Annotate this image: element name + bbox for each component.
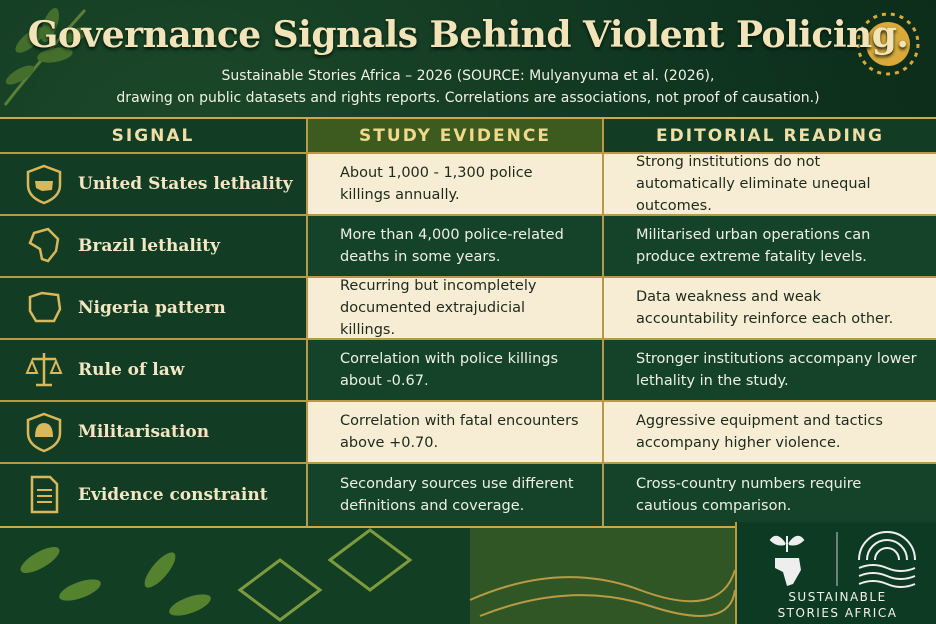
logo-text: SUSTAINABLE bbox=[788, 590, 887, 604]
column-header: STUDY EVIDENCE bbox=[308, 119, 604, 152]
table-cell: Stronger institutions accompany lower le… bbox=[604, 340, 936, 400]
table-cell: Militarisation bbox=[0, 402, 308, 462]
row-icon bbox=[28, 291, 62, 323]
table-cell: Evidence constraint bbox=[0, 464, 308, 526]
table-cell: Data weakness and weak accountability re… bbox=[604, 278, 936, 338]
column-header: SIGNAL bbox=[0, 119, 308, 152]
cell-text: Secondary sources use different definiti… bbox=[340, 476, 574, 514]
table-cell: Nigeria pattern bbox=[0, 278, 308, 338]
title: Governance Signals Behind Violent Polici… bbox=[27, 14, 909, 56]
table-cell: Brazil lethality bbox=[0, 216, 308, 276]
table-cell: Aggressive equipment and tactics accompa… bbox=[604, 402, 936, 462]
table-cell: Rule of law bbox=[0, 340, 308, 400]
logo-icons bbox=[769, 531, 916, 588]
leaves-top-left bbox=[3, 7, 91, 106]
logo: SUSTAINABLE STORIES AFRICA bbox=[735, 522, 936, 624]
column-header: EDITORIAL READING bbox=[604, 119, 936, 152]
row-icon bbox=[26, 164, 62, 205]
cell-text: Cross-country numbers require cautious c… bbox=[636, 476, 862, 514]
bottom-pattern bbox=[0, 522, 736, 624]
cell-text: Stronger institutions accompany lower le… bbox=[636, 351, 917, 389]
row-icon bbox=[25, 353, 63, 387]
table-row: Nigeria pattern Recurring but incompletel… bbox=[0, 278, 936, 340]
cell-text: Aggressive equipment and tactics accompa… bbox=[636, 413, 883, 451]
table-cell: Secondary sources use different definiti… bbox=[308, 464, 604, 526]
sun bbox=[856, 12, 920, 76]
cell-text: More than 4,000 police-related deaths in… bbox=[340, 227, 564, 265]
row-icon bbox=[30, 475, 59, 514]
header-row: SIGNAL STUDY EVIDENCE EDITORIAL READING bbox=[0, 119, 936, 154]
table-row: Evidence constraint Secondary sources use… bbox=[0, 464, 936, 526]
cell-text: Rule of law bbox=[78, 360, 185, 380]
table-row: Rule of law Correlation with police killi… bbox=[0, 340, 936, 402]
table-cell: Correlation with police killings about -… bbox=[308, 340, 604, 400]
cell-text: Correlation with police killings about -… bbox=[340, 351, 559, 389]
cell-text: Evidence constraint bbox=[78, 485, 268, 505]
table-row: United States lethality About 1,000 - 1,3… bbox=[0, 154, 936, 216]
row-icon bbox=[26, 412, 62, 453]
table: SIGNAL STUDY EVIDENCE EDITORIAL READING … bbox=[0, 117, 936, 528]
table-cell: Recurring but incompletely documented ex… bbox=[308, 278, 604, 338]
table-cell: About 1,000 - 1,300 police killings annu… bbox=[308, 154, 604, 214]
subtitle-line: Sustainable Stories Africa – 2026 (SOURC… bbox=[221, 68, 715, 84]
table-cell: Correlation with fatal encounters above … bbox=[308, 402, 604, 462]
cell-text: Militarised urban operations can produce… bbox=[636, 227, 871, 265]
cell-text: United States lethality bbox=[78, 174, 293, 194]
table-row: Brazil lethality More than 4,000 police-r… bbox=[0, 216, 936, 278]
cell-text: Nigeria pattern bbox=[78, 298, 226, 318]
table-cell: Strong institutions do not automatically… bbox=[604, 154, 936, 214]
cell-text: Militarisation bbox=[78, 422, 210, 442]
table-cell: Cross-country numbers require cautious c… bbox=[604, 464, 936, 526]
table-cell: United States lethality bbox=[0, 154, 308, 214]
cell-text: Brazil lethality bbox=[78, 236, 220, 256]
table-row: Militarisation Correlation with fatal enc… bbox=[0, 402, 936, 464]
row-icon bbox=[28, 227, 60, 263]
table-cell: Militarised urban operations can produce… bbox=[604, 216, 936, 276]
logo-text: STORIES AFRICA bbox=[777, 606, 898, 620]
cell-text: About 1,000 - 1,300 police killings annu… bbox=[340, 165, 533, 203]
cell-text: Strong institutions do not automatically… bbox=[636, 154, 871, 214]
subtitle-line: drawing on public datasets and rights re… bbox=[116, 90, 820, 106]
table-cell: More than 4,000 police-related deaths in… bbox=[308, 216, 604, 276]
cell-text: Data weakness and weak accountability re… bbox=[636, 289, 894, 327]
cell-text: Correlation with fatal encounters above … bbox=[340, 413, 579, 451]
cell-text: Recurring but incompletely documented ex… bbox=[340, 278, 537, 338]
